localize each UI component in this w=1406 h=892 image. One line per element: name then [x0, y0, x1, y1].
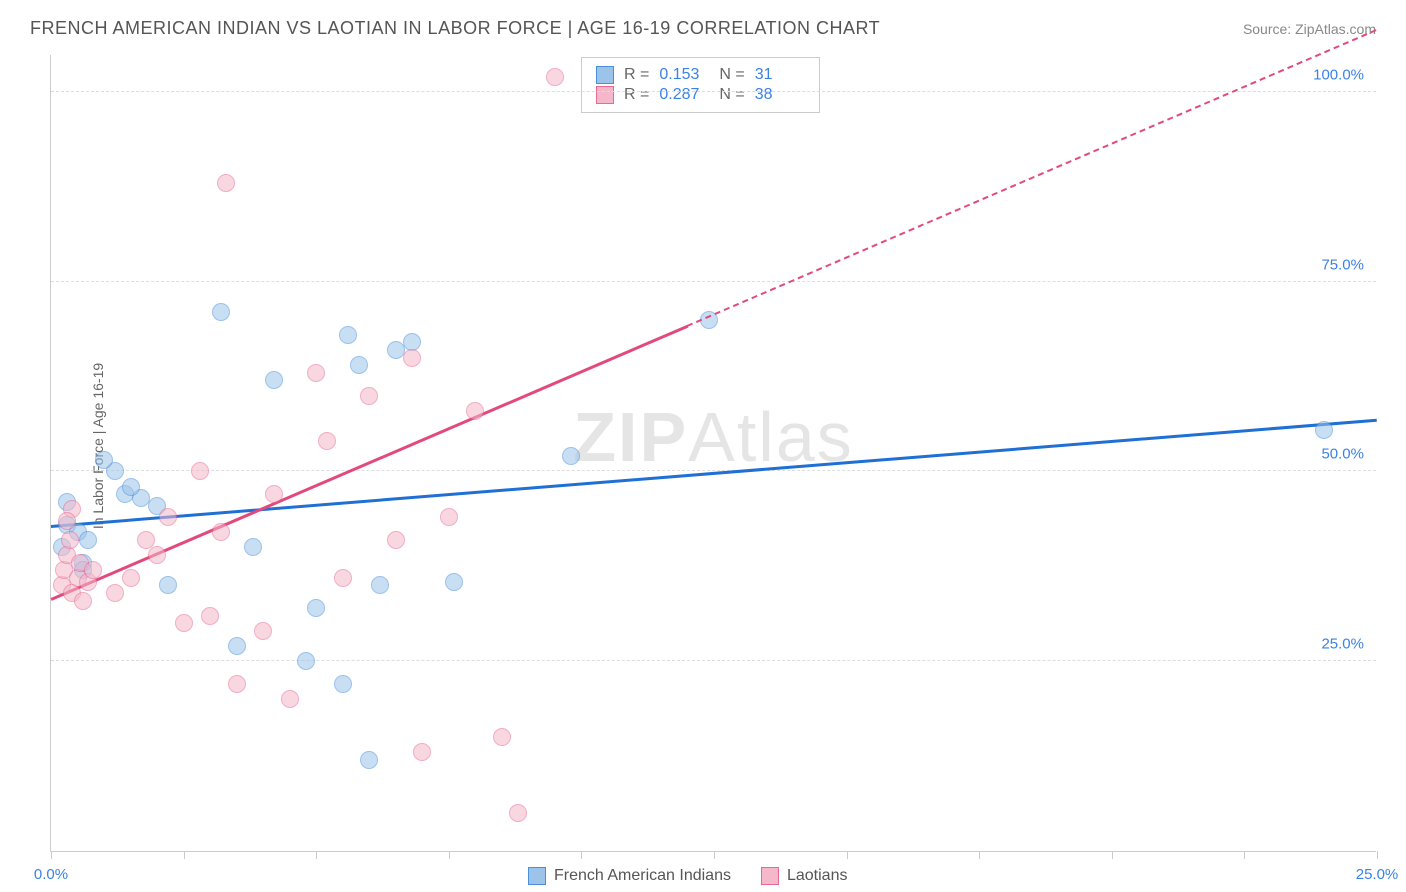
- x-tick-label: 0.0%: [34, 866, 68, 883]
- scatter-point: [122, 569, 140, 587]
- stat-label: R =: [624, 66, 649, 84]
- stats-row: R = 0.153 N = 31: [596, 66, 805, 84]
- stat-label: R =: [624, 86, 649, 104]
- scatter-point: [61, 531, 79, 549]
- x-tick: [51, 851, 52, 859]
- scatter-point: [212, 303, 230, 321]
- scatter-point: [148, 546, 166, 564]
- scatter-point: [265, 485, 283, 503]
- scatter-point: [191, 462, 209, 480]
- y-tick-label: 100.0%: [1313, 66, 1364, 83]
- stat-n-value: 31: [755, 66, 805, 84]
- gridline: [51, 91, 1376, 92]
- x-tick: [1244, 851, 1245, 859]
- scatter-point: [466, 402, 484, 420]
- legend-item: French American Indians: [528, 867, 731, 885]
- scatter-point: [371, 576, 389, 594]
- legend-item: Laotians: [761, 867, 848, 885]
- scatter-point: [1315, 421, 1333, 439]
- scatter-point: [360, 751, 378, 769]
- legend-swatch: [528, 867, 546, 885]
- scatter-point: [297, 652, 315, 670]
- scatter-point: [254, 622, 272, 640]
- scatter-point: [159, 508, 177, 526]
- scatter-chart: ZIPAtlas R =0.153N =31R =0.287N =38 Fren…: [50, 55, 1376, 852]
- legend-swatch: [596, 66, 614, 84]
- legend-swatch: [596, 86, 614, 104]
- correlation-stats-box: R = 0.153 N = 31 R = 0.287 N = 38: [581, 57, 820, 113]
- stats-row: R = 0.287 N = 38: [596, 86, 805, 104]
- scatter-point: [339, 326, 357, 344]
- scatter-point: [307, 364, 325, 382]
- source-attribution: Source: ZipAtlas.com: [1243, 21, 1376, 37]
- scatter-point: [228, 637, 246, 655]
- stat-r-value: 0.153: [659, 66, 709, 84]
- scatter-point: [413, 743, 431, 761]
- scatter-point: [493, 728, 511, 746]
- scatter-point: [244, 538, 262, 556]
- scatter-point: [350, 356, 368, 374]
- scatter-point: [74, 592, 92, 610]
- scatter-point: [228, 675, 246, 693]
- legend-label: French American Indians: [554, 867, 731, 885]
- scatter-point: [159, 576, 177, 594]
- scatter-point: [562, 447, 580, 465]
- scatter-point: [95, 451, 113, 469]
- scatter-point: [403, 349, 421, 367]
- scatter-point: [58, 512, 76, 530]
- legend-swatch: [761, 867, 779, 885]
- legend-label: Laotians: [787, 867, 848, 885]
- scatter-point: [334, 675, 352, 693]
- stat-n-value: 38: [755, 86, 805, 104]
- scatter-point: [387, 531, 405, 549]
- x-tick: [1377, 851, 1378, 859]
- scatter-point: [201, 607, 219, 625]
- x-tick: [316, 851, 317, 859]
- scatter-point: [318, 432, 336, 450]
- x-tick: [184, 851, 185, 859]
- x-tick: [847, 851, 848, 859]
- scatter-point: [106, 584, 124, 602]
- x-tick: [449, 851, 450, 859]
- x-tick-label: 25.0%: [1356, 866, 1399, 883]
- x-tick: [979, 851, 980, 859]
- scatter-point: [84, 561, 102, 579]
- scatter-point: [122, 478, 140, 496]
- gridline: [51, 281, 1376, 282]
- y-tick-label: 25.0%: [1321, 636, 1364, 653]
- scatter-point: [281, 690, 299, 708]
- x-tick: [1112, 851, 1113, 859]
- gridline: [51, 660, 1376, 661]
- scatter-point: [509, 804, 527, 822]
- scatter-point: [334, 569, 352, 587]
- scatter-point: [360, 387, 378, 405]
- x-tick: [714, 851, 715, 859]
- scatter-point: [265, 371, 283, 389]
- scatter-point: [546, 68, 564, 86]
- stat-label: N =: [719, 86, 744, 104]
- trend-line: [51, 325, 688, 601]
- stat-r-value: 0.287: [659, 86, 709, 104]
- scatter-point: [175, 614, 193, 632]
- legend: French American Indians Laotians: [528, 867, 847, 885]
- scatter-point: [212, 523, 230, 541]
- y-tick-label: 50.0%: [1321, 446, 1364, 463]
- scatter-point: [445, 573, 463, 591]
- chart-title: FRENCH AMERICAN INDIAN VS LAOTIAN IN LAB…: [30, 18, 880, 39]
- stat-label: N =: [719, 66, 744, 84]
- x-tick: [581, 851, 582, 859]
- scatter-point: [79, 531, 97, 549]
- scatter-point: [440, 508, 458, 526]
- scatter-point: [307, 599, 325, 617]
- scatter-point: [217, 174, 235, 192]
- y-tick-label: 75.0%: [1321, 256, 1364, 273]
